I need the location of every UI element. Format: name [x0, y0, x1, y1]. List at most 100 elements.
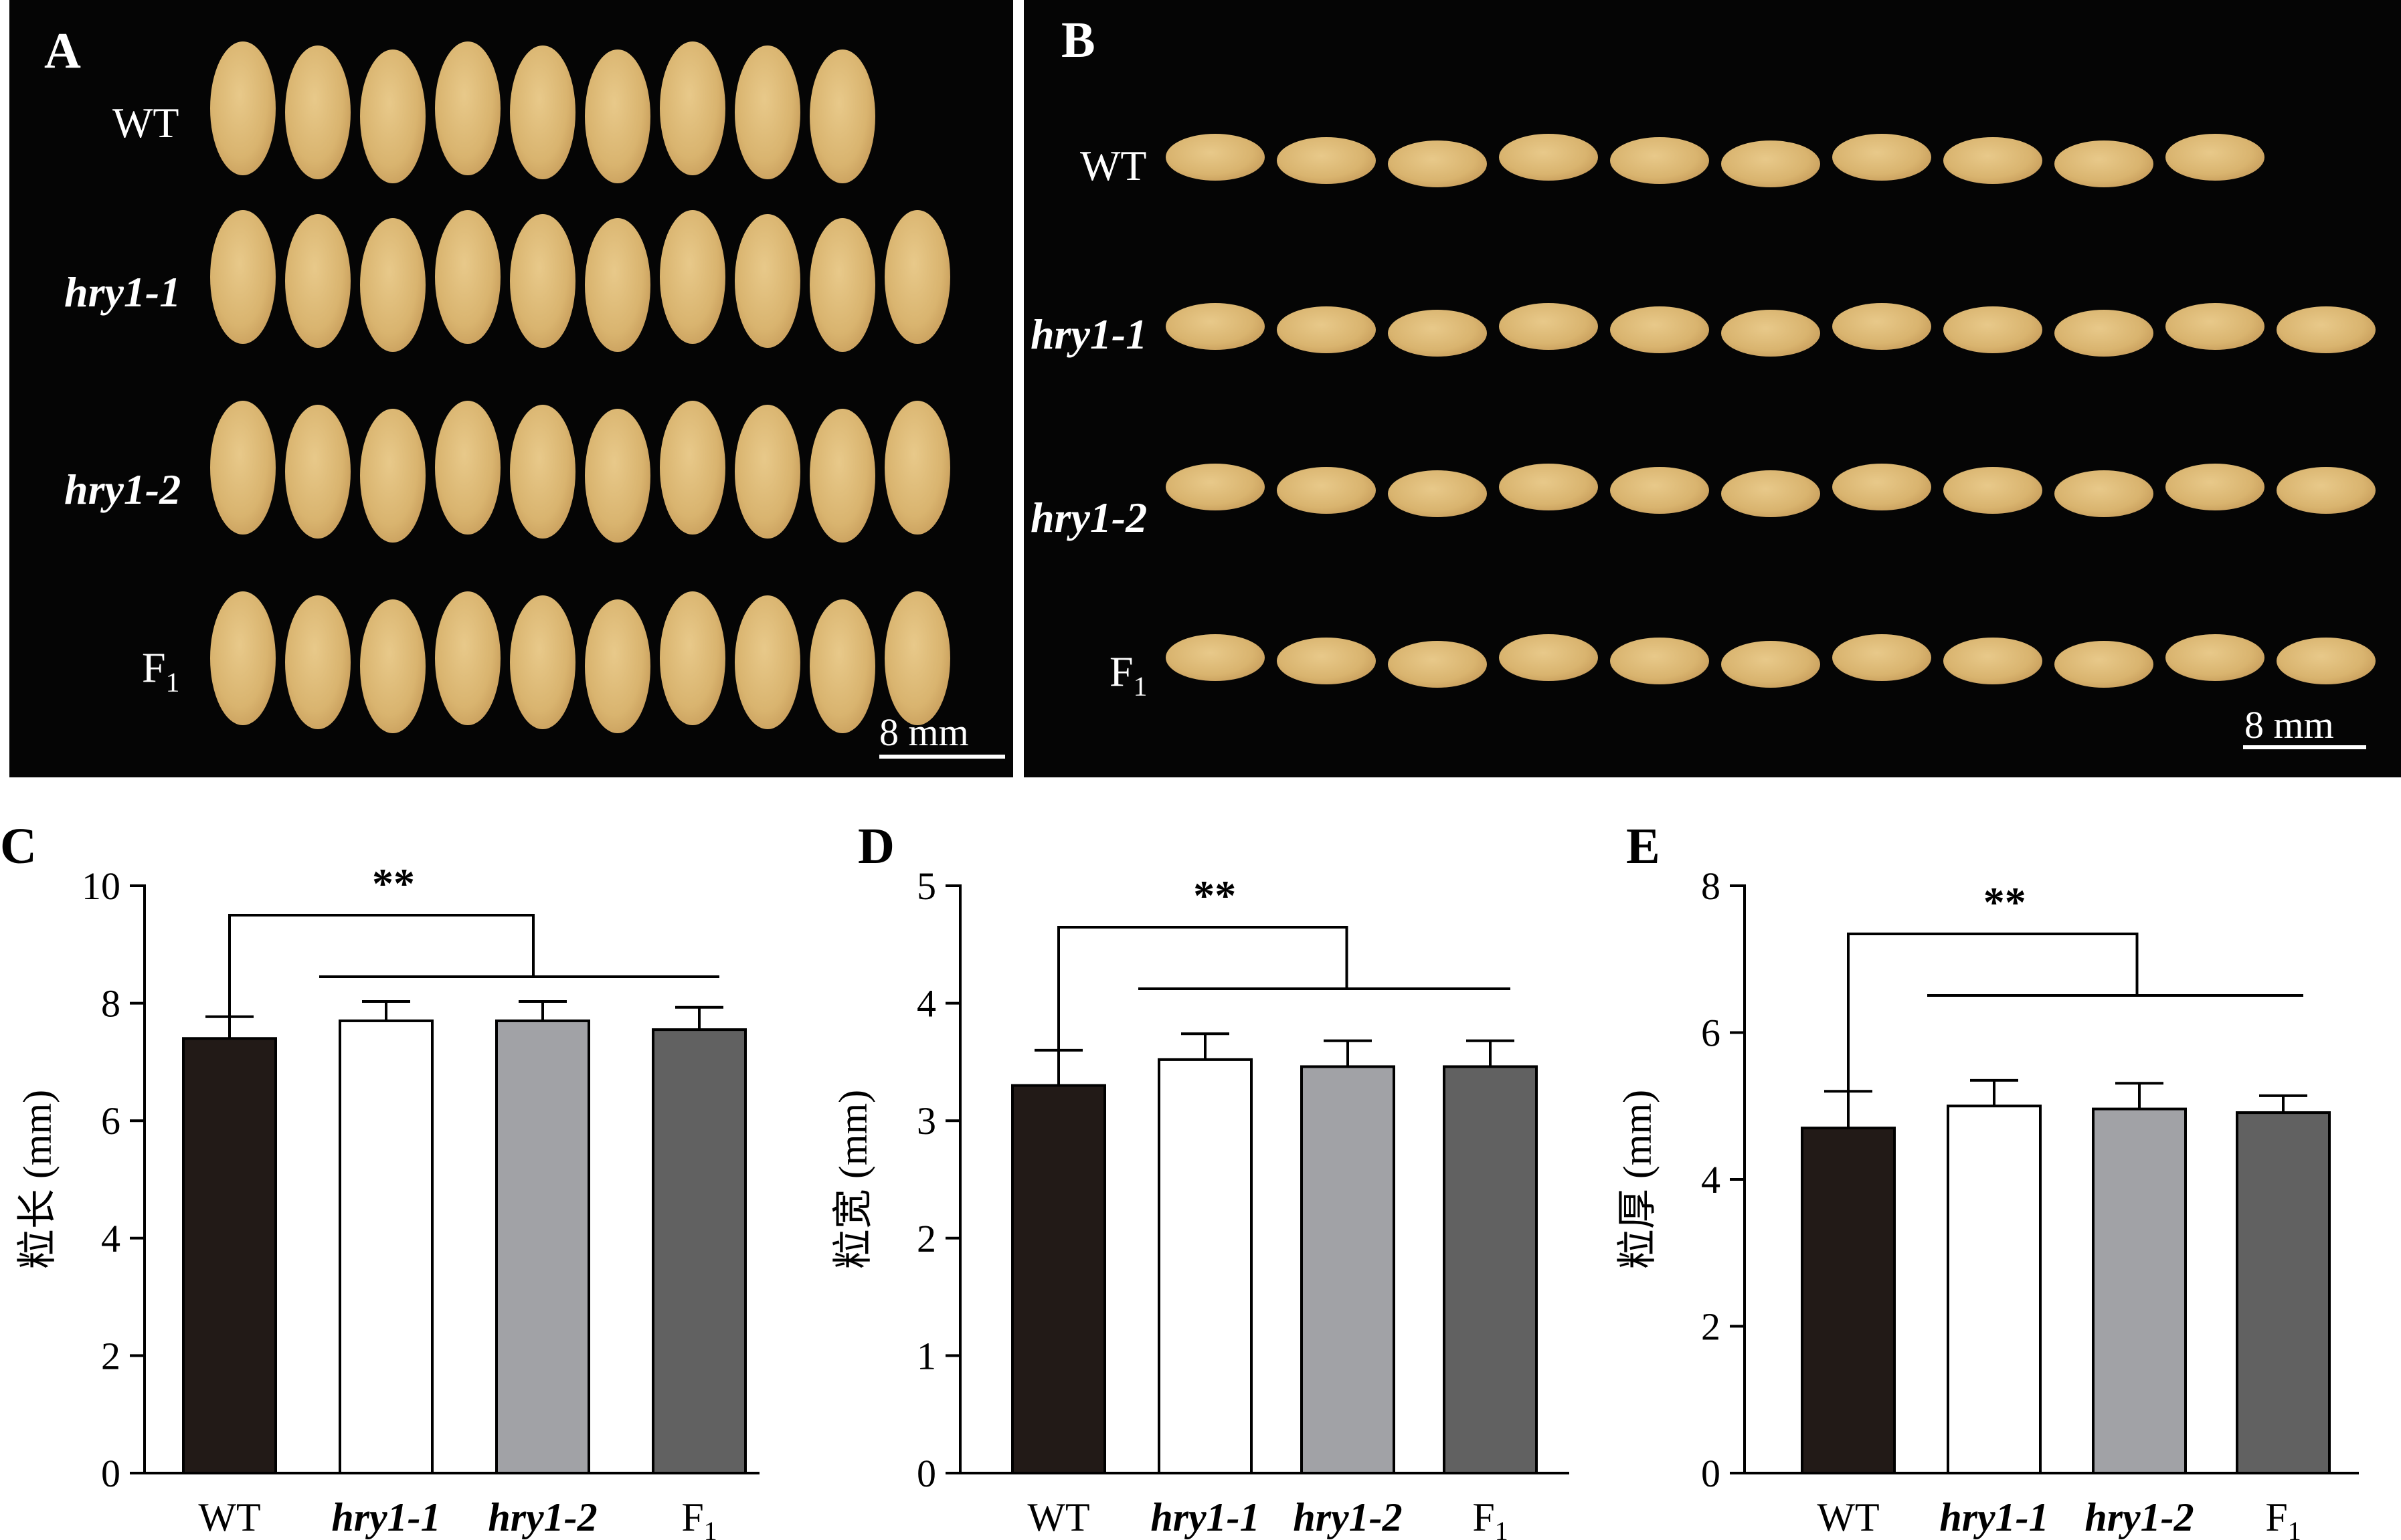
- x-tick-label-hry1-2: hry1-2: [1293, 1495, 1402, 1539]
- rice-grain: [510, 214, 575, 348]
- rice-grain: [360, 599, 426, 733]
- rice-grain: [360, 409, 426, 543]
- rice-grain: [1943, 137, 2042, 184]
- rice-grain: [435, 401, 501, 535]
- y-tick-label: 10: [82, 864, 120, 908]
- rice-grain: [1943, 306, 2042, 353]
- rice-grain: [1610, 467, 1709, 514]
- rice-grain: [660, 210, 725, 344]
- rice-grain: [1610, 137, 1709, 184]
- panel-letter-d: D: [858, 818, 895, 874]
- rice-grain: [1832, 464, 1931, 510]
- grain-photo-panel-a: A WT hry1-1 hry1-2 F1 8 mm: [9, 0, 1013, 777]
- x-tick-label-hry1-2: hry1-2: [2084, 1495, 2194, 1539]
- rice-grain: [1721, 310, 1820, 357]
- photo-b-scale-bar: [2243, 745, 2366, 749]
- rice-grain: [2277, 306, 2376, 353]
- rice-grain: [510, 405, 575, 539]
- rice-grain: [810, 599, 875, 733]
- x-tick-label-hry1-2: hry1-2: [488, 1495, 597, 1539]
- y-tick-label: 0: [101, 1452, 120, 1495]
- panel-letter-b: B: [1061, 12, 1095, 68]
- significance-bracket: [1847, 933, 2139, 1092]
- y-tick-label: 4: [101, 1217, 120, 1260]
- rice-grain: [660, 401, 725, 535]
- rice-grain: [1721, 140, 1820, 187]
- bar-hry1-2: [2092, 1107, 2187, 1474]
- bar-wt: [182, 1037, 277, 1474]
- panel-letter-e: E: [1626, 818, 1660, 874]
- photo-b-row-label-wt: WT: [1080, 142, 1147, 189]
- y-tick-label: 4: [917, 982, 936, 1026]
- rice-grain: [210, 401, 276, 535]
- rice-grain: [1499, 134, 1598, 181]
- rice-grain: [1943, 467, 2042, 514]
- rice-grain: [885, 591, 950, 725]
- y-tick-label: 3: [917, 1099, 936, 1143]
- x-tick-label-subscript: 1: [1495, 1516, 1508, 1540]
- grain-photo-panel-b: B WT hry1-1 hry1-2 F1 8 mm: [1024, 0, 2401, 777]
- rice-grain: [1499, 464, 1598, 510]
- photo-a-row-label-hry1-2: hry1-2: [64, 466, 181, 513]
- y-tick-label: 2: [1701, 1305, 1720, 1349]
- x-tick-label-hry1-1: hry1-1: [331, 1495, 440, 1539]
- rice-grain: [1388, 310, 1487, 357]
- y-axis-label: 粒长 (mm): [15, 1090, 60, 1269]
- x-tick-label-f1: F1: [1472, 1495, 1508, 1540]
- photo-b-scale-bar-label: 8 mm: [2244, 703, 2334, 747]
- y-tick-label: 2: [917, 1217, 936, 1260]
- rice-grain: [285, 595, 351, 729]
- rice-grain: [1166, 303, 1265, 350]
- rice-grain: [1721, 470, 1820, 517]
- rice-grain: [585, 218, 650, 352]
- x-tick-label-wt: WT: [1817, 1495, 1879, 1539]
- rice-grain: [1277, 137, 1376, 184]
- rice-grain: [1610, 306, 1709, 353]
- rice-grain: [1832, 634, 1931, 681]
- rice-grain: [735, 45, 800, 179]
- y-tick-label: 0: [1701, 1452, 1720, 1495]
- bar-hry1-1: [339, 1019, 434, 1474]
- rice-grain: [810, 409, 875, 543]
- rice-grain: [210, 41, 276, 175]
- chart-e: E 0 2 4 6 8 粒厚 (mm) WT hry1-1 hry1-2 F1 **: [1615, 818, 2359, 1540]
- photo-a-row-label-wt: WT: [112, 99, 179, 147]
- bar-hry1-2: [1300, 1065, 1395, 1474]
- panel-letter-a: A: [44, 23, 81, 79]
- rice-grain: [1499, 303, 1598, 350]
- x-tick-label-f1: F1: [2265, 1495, 2301, 1540]
- y-tick-label: 6: [1701, 1012, 1720, 1055]
- y-tick-label: 8: [101, 982, 120, 1026]
- bar-wt: [1801, 1127, 1896, 1474]
- rice-grain: [2165, 134, 2264, 181]
- rice-grain: [585, 599, 650, 733]
- rice-grain: [1610, 638, 1709, 684]
- x-tick-label-hry1-1: hry1-1: [1939, 1495, 2048, 1539]
- rice-grain: [1166, 134, 1265, 181]
- rice-grain: [735, 214, 800, 348]
- bar-hry1-2: [495, 1019, 590, 1474]
- y-tick-label: 6: [101, 1099, 120, 1143]
- rice-grain: [1388, 641, 1487, 688]
- rice-grain: [2277, 467, 2376, 514]
- significance-bracket: [228, 914, 535, 1017]
- rice-grain: [1499, 634, 1598, 681]
- chart-c: C 0 2 4 6 8 10 粒长 (mm) WT hry1-1 hry1-2 F1 **: [0, 818, 760, 1540]
- photo-b-row-label-hry1-1: hry1-1: [1031, 310, 1148, 358]
- y-tick-label: 2: [101, 1334, 120, 1377]
- rice-grain: [1832, 134, 1931, 181]
- rice-grain: [735, 405, 800, 539]
- photo-b-row-label-hry1-2: hry1-2: [1031, 494, 1148, 541]
- rice-grain: [1166, 464, 1265, 510]
- rice-grain: [210, 210, 276, 344]
- bar-f1: [2236, 1111, 2331, 1474]
- y-tick-label: 1: [917, 1334, 936, 1377]
- rice-grain: [510, 45, 575, 179]
- chart-d: D 0 1 2 3 4 5 粒宽 (mm) WT hry1-1 hry1-2 F1 **: [831, 818, 1569, 1540]
- y-tick-label: 5: [917, 864, 936, 908]
- rice-grain: [585, 50, 650, 183]
- y-axis-label: 粒厚 (mm): [1615, 1090, 1660, 1269]
- bar-wt: [1011, 1084, 1106, 1474]
- rice-grain: [1277, 306, 1376, 353]
